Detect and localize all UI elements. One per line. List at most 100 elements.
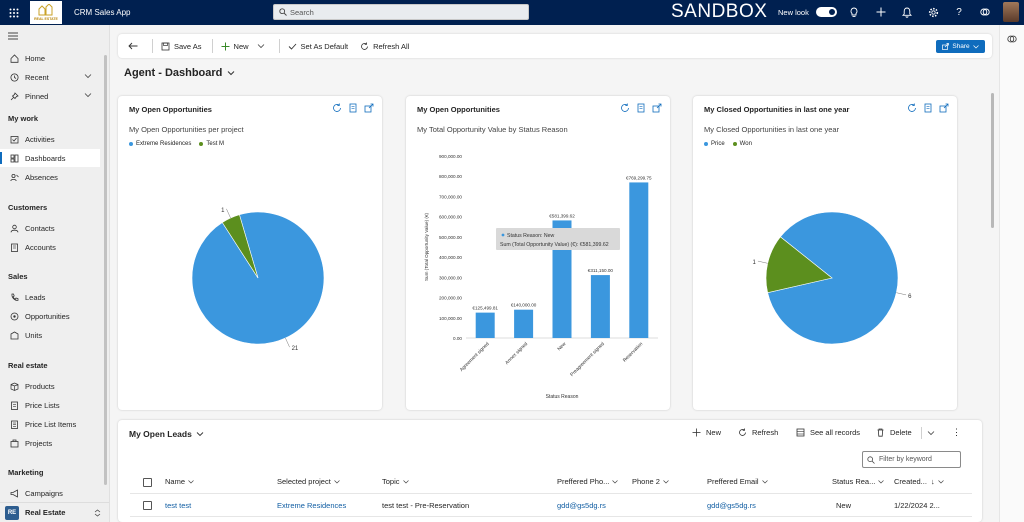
expand-chart-icon[interactable] bbox=[364, 103, 374, 113]
legend-item[interactable]: Extreme Residences bbox=[136, 141, 192, 147]
app-launcher-icon[interactable] bbox=[0, 0, 27, 25]
save-as-button[interactable]: Save As bbox=[161, 42, 202, 51]
column-header-created[interactable]: Created... ↓ bbox=[894, 477, 944, 486]
bell-icon[interactable] bbox=[900, 5, 914, 19]
app-title[interactable]: CRM Sales App bbox=[74, 8, 131, 17]
lead-name-link[interactable]: test test bbox=[165, 501, 192, 510]
clock-icon bbox=[8, 73, 20, 82]
y-axis-label: Sum (Total Opportunity Value) (€) bbox=[424, 212, 429, 281]
pie-slice[interactable] bbox=[767, 211, 899, 345]
legend-swatch bbox=[732, 142, 737, 146]
pie-slice[interactable] bbox=[765, 236, 833, 294]
view-records-icon[interactable] bbox=[923, 103, 933, 113]
view-records-icon[interactable] bbox=[348, 103, 358, 113]
view-records-icon[interactable] bbox=[636, 103, 646, 113]
bar[interactable] bbox=[514, 309, 534, 338]
sidebar-item-units[interactable]: Units bbox=[0, 326, 100, 344]
search-input[interactable]: Search bbox=[273, 4, 529, 20]
divider bbox=[278, 39, 280, 53]
legend-item[interactable]: Test M bbox=[206, 141, 225, 147]
box-icon bbox=[8, 382, 20, 391]
new-lead-button[interactable]: New bbox=[692, 428, 721, 437]
copilot-icon[interactable] bbox=[978, 5, 992, 19]
plus-icon[interactable] bbox=[874, 5, 888, 19]
y-tick-label: 500,000.00 bbox=[439, 235, 462, 240]
sidebar: Home Recent Pinned My work Activities Da… bbox=[0, 25, 110, 522]
view-selector[interactable]: My Open Leads bbox=[129, 429, 204, 439]
column-header-label: Status Rea... bbox=[832, 477, 876, 486]
email-link[interactable]: gdd@gs5dg.rs bbox=[707, 501, 756, 510]
sidebar-item-price-lists[interactable]: Price Lists bbox=[0, 396, 100, 414]
column-header-topic[interactable]: Topic bbox=[382, 477, 409, 486]
trash-icon bbox=[877, 428, 884, 437]
new-look-toggle[interactable] bbox=[816, 7, 837, 17]
phone-link[interactable]: gdd@gs5dg.rs bbox=[557, 501, 606, 510]
chevron-down-icon bbox=[972, 44, 979, 48]
pie-slice[interactable] bbox=[221, 214, 259, 279]
sidebar-item-pinned[interactable]: Pinned bbox=[0, 87, 100, 105]
sidebar-item-dashboards[interactable]: Dashboards bbox=[0, 149, 100, 167]
more-options-icon[interactable]: ⋮ bbox=[952, 427, 961, 437]
hamburger-menu-icon[interactable] bbox=[8, 32, 18, 42]
sidebar-item-campaigns[interactable]: Campaigns bbox=[0, 484, 100, 502]
sidebar-item-home[interactable]: Home bbox=[0, 49, 100, 67]
column-header-name[interactable]: Name bbox=[165, 477, 194, 486]
sidebar-item-projects[interactable]: Projects bbox=[0, 434, 100, 452]
help-icon[interactable]: ? bbox=[956, 6, 962, 18]
chevron-down-icon[interactable] bbox=[84, 92, 92, 98]
card-toolbar bbox=[907, 103, 949, 113]
share-button[interactable]: Share bbox=[936, 40, 985, 53]
sidebar-item-contacts[interactable]: Contacts bbox=[0, 219, 100, 237]
bar[interactable] bbox=[590, 275, 610, 338]
expand-chart-icon[interactable] bbox=[652, 103, 662, 113]
refresh-all-button[interactable]: Refresh All bbox=[360, 42, 409, 51]
column-header-phone2[interactable]: Phone 2 bbox=[632, 477, 669, 486]
expand-chart-icon[interactable] bbox=[939, 103, 949, 113]
sidebar-item-accounts[interactable]: Accounts bbox=[0, 238, 100, 256]
bar[interactable] bbox=[629, 182, 649, 338]
sidebar-item-recent[interactable]: Recent bbox=[0, 68, 100, 86]
sidebar-item-leads[interactable]: Leads bbox=[0, 288, 100, 306]
area-switcher[interactable]: RE Real Estate bbox=[0, 502, 109, 522]
legend-item[interactable]: Price bbox=[711, 141, 725, 147]
sidebar-item-products[interactable]: Products bbox=[0, 377, 100, 395]
project-link[interactable]: Extreme Residences bbox=[277, 501, 347, 510]
delete-button[interactable]: Delete bbox=[876, 428, 912, 437]
refresh-icon[interactable] bbox=[907, 103, 917, 113]
price-list-icon bbox=[8, 401, 20, 410]
select-all-checkbox[interactable] bbox=[143, 478, 152, 487]
copilot-icon[interactable] bbox=[1007, 34, 1017, 44]
column-header-project[interactable]: Selected project bbox=[277, 477, 340, 486]
legend-item[interactable]: Won bbox=[739, 141, 752, 147]
gear-icon[interactable] bbox=[926, 5, 940, 19]
user-avatar[interactable] bbox=[1003, 2, 1019, 22]
row-checkbox[interactable] bbox=[143, 501, 152, 510]
sidebar-item-absences[interactable]: Absences bbox=[0, 168, 100, 186]
new-button[interactable]: New bbox=[221, 42, 269, 51]
chevron-down-icon[interactable] bbox=[927, 430, 935, 436]
dashboard-selector[interactable]: Agent - Dashboard bbox=[124, 67, 235, 79]
column-header-preferred-phone[interactable]: Preffered Pho... bbox=[557, 477, 619, 486]
slice-leader-line bbox=[285, 337, 290, 348]
chevron-down-icon[interactable] bbox=[84, 73, 92, 79]
set-default-button[interactable]: Set As Default bbox=[288, 42, 348, 51]
sidebar-scrollbar[interactable] bbox=[104, 55, 107, 485]
sidebar-item-opportunities[interactable]: Opportunities bbox=[0, 307, 100, 325]
sidebar-item-label: Leads bbox=[25, 292, 46, 302]
section-marketing: Marketing bbox=[8, 468, 44, 477]
refresh-icon[interactable] bbox=[620, 103, 630, 113]
sidebar-item-price-list-items[interactable]: Price List Items bbox=[0, 415, 100, 433]
back-button[interactable] bbox=[128, 42, 142, 50]
bar[interactable] bbox=[475, 312, 495, 338]
sidebar-item-activities[interactable]: Activities bbox=[0, 130, 100, 148]
refresh-icon bbox=[361, 42, 368, 50]
refresh-button[interactable]: Refresh bbox=[738, 428, 778, 437]
lightbulb-icon[interactable] bbox=[847, 5, 861, 19]
column-header-status-reason[interactable]: Status Rea... bbox=[832, 477, 885, 486]
main-scrollbar[interactable] bbox=[991, 93, 994, 228]
see-all-records-button[interactable]: See all records bbox=[796, 428, 860, 437]
column-header-preferred-email[interactable]: Preffered Email bbox=[707, 477, 768, 486]
section-real-estate: Real estate bbox=[8, 361, 48, 370]
filter-input[interactable]: Filter by keyword bbox=[862, 451, 961, 468]
refresh-icon[interactable] bbox=[332, 103, 342, 113]
